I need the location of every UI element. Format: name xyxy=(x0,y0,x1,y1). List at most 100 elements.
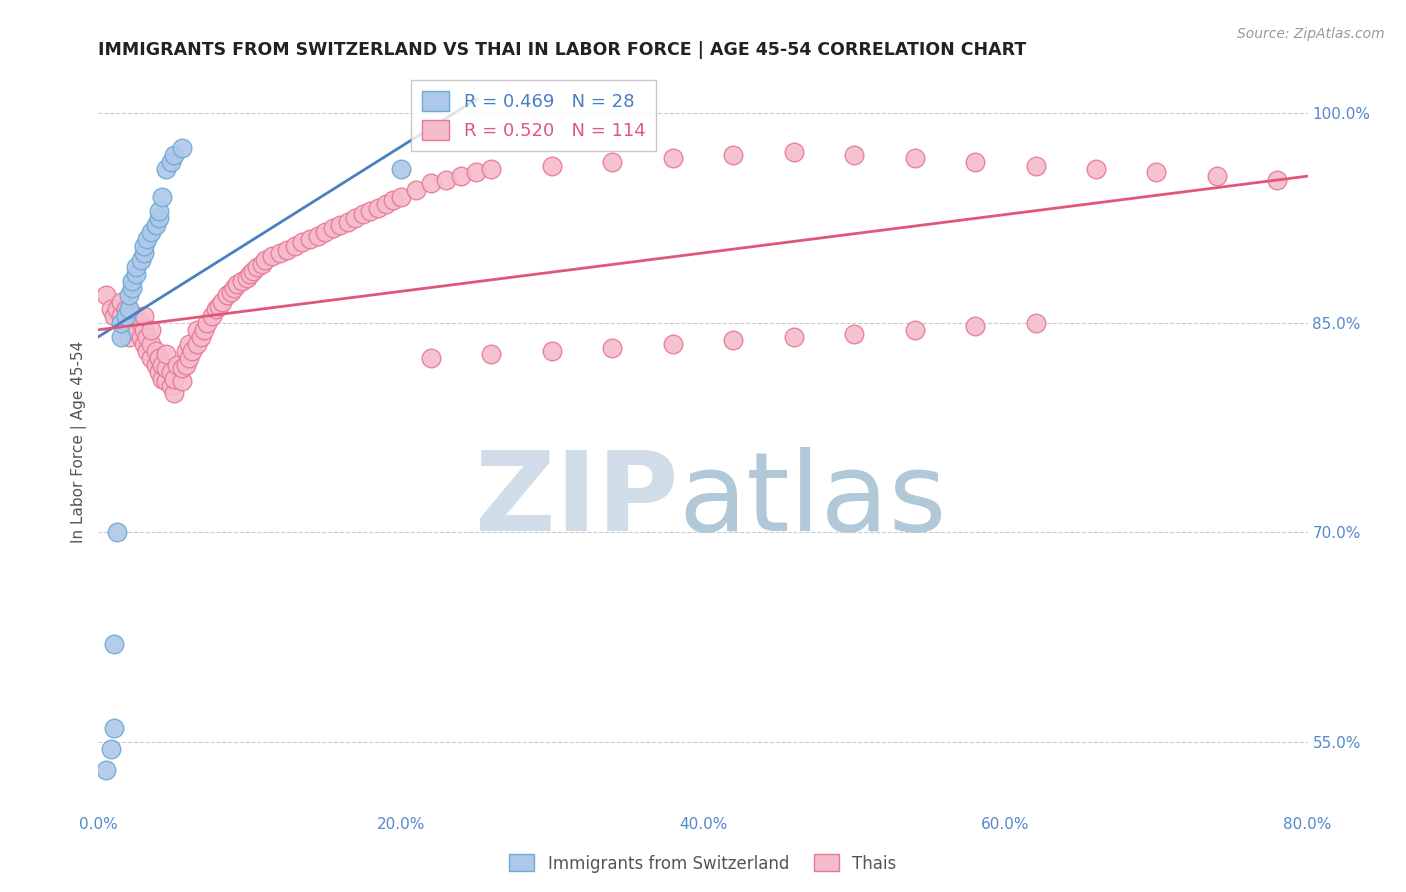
Point xyxy=(602,155,624,169)
Point xyxy=(148,204,170,219)
Point xyxy=(174,358,197,372)
Point xyxy=(190,330,212,344)
Text: ZIP: ZIP xyxy=(475,447,679,554)
Point xyxy=(118,316,141,330)
Point xyxy=(118,330,141,344)
Point xyxy=(103,637,125,651)
Point xyxy=(118,301,141,316)
Point xyxy=(110,294,132,309)
Point xyxy=(602,341,624,355)
Point xyxy=(103,309,125,323)
Text: Source: ZipAtlas.com: Source: ZipAtlas.com xyxy=(1237,27,1385,41)
Point xyxy=(135,343,157,358)
Point xyxy=(132,336,155,351)
Text: atlas: atlas xyxy=(679,447,948,554)
Point xyxy=(205,301,228,316)
Point xyxy=(322,220,344,235)
Point xyxy=(141,225,163,239)
Point xyxy=(118,288,141,302)
Point xyxy=(360,204,382,219)
Point xyxy=(224,281,246,295)
Point xyxy=(481,346,503,360)
Point xyxy=(904,151,927,165)
Point xyxy=(150,190,173,204)
Point xyxy=(465,165,488,179)
Point xyxy=(129,252,152,267)
Point xyxy=(163,372,186,386)
Point xyxy=(121,323,143,337)
Point xyxy=(155,360,177,375)
Point xyxy=(235,271,257,285)
Point xyxy=(125,323,148,337)
Point xyxy=(179,336,201,351)
Point xyxy=(434,173,457,187)
Point xyxy=(420,176,443,190)
Point xyxy=(389,162,412,177)
Point xyxy=(389,190,412,204)
Point xyxy=(344,211,367,225)
Point xyxy=(121,274,143,288)
Y-axis label: In Labor Force | Age 45-54: In Labor Force | Age 45-54 xyxy=(72,341,87,542)
Point xyxy=(105,525,128,540)
Text: IMMIGRANTS FROM SWITZERLAND VS THAI IN LABOR FORCE | AGE 45-54 CORRELATION CHART: IMMIGRANTS FROM SWITZERLAND VS THAI IN L… xyxy=(98,41,1026,59)
Point xyxy=(540,343,562,358)
Point xyxy=(208,299,231,313)
Point xyxy=(105,301,128,316)
Point xyxy=(231,274,253,288)
Point xyxy=(186,336,208,351)
Point xyxy=(965,318,987,333)
Legend: Immigrants from Switzerland, Thais: Immigrants from Switzerland, Thais xyxy=(503,847,903,880)
Point xyxy=(125,267,148,281)
Point xyxy=(276,243,298,257)
Point xyxy=(374,197,396,211)
Point xyxy=(170,141,193,155)
Point xyxy=(125,260,148,274)
Point xyxy=(135,232,157,246)
Point xyxy=(661,151,683,165)
Point xyxy=(150,372,173,386)
Point xyxy=(783,330,806,344)
Point xyxy=(262,249,284,263)
Point xyxy=(110,309,132,323)
Point xyxy=(118,301,141,316)
Point xyxy=(1206,169,1229,183)
Point xyxy=(723,148,745,162)
Point xyxy=(783,145,806,160)
Point xyxy=(141,351,163,365)
Point xyxy=(181,343,204,358)
Point xyxy=(420,351,443,365)
Point xyxy=(405,183,427,197)
Point xyxy=(132,323,155,337)
Point xyxy=(166,358,188,372)
Point xyxy=(100,742,122,756)
Legend: R = 0.469   N = 28, R = 0.520   N = 114: R = 0.469 N = 28, R = 0.520 N = 114 xyxy=(411,80,657,151)
Point xyxy=(1024,159,1046,173)
Point xyxy=(352,207,374,221)
Point xyxy=(186,323,208,337)
Point xyxy=(1267,173,1289,187)
Point xyxy=(211,294,233,309)
Point xyxy=(844,326,866,341)
Point xyxy=(100,301,122,316)
Point xyxy=(141,323,163,337)
Point xyxy=(125,309,148,323)
Point xyxy=(540,159,562,173)
Point xyxy=(269,246,291,260)
Point xyxy=(201,309,224,323)
Point xyxy=(148,365,170,379)
Point xyxy=(114,309,136,323)
Point xyxy=(179,351,201,365)
Point xyxy=(110,316,132,330)
Point xyxy=(132,239,155,253)
Point xyxy=(382,193,405,207)
Point xyxy=(121,281,143,295)
Point xyxy=(163,385,186,400)
Point xyxy=(226,277,249,291)
Point xyxy=(307,229,329,244)
Point xyxy=(242,264,264,278)
Point xyxy=(291,235,314,249)
Point xyxy=(132,246,155,260)
Point xyxy=(148,351,170,365)
Point xyxy=(723,333,745,347)
Point xyxy=(94,763,117,777)
